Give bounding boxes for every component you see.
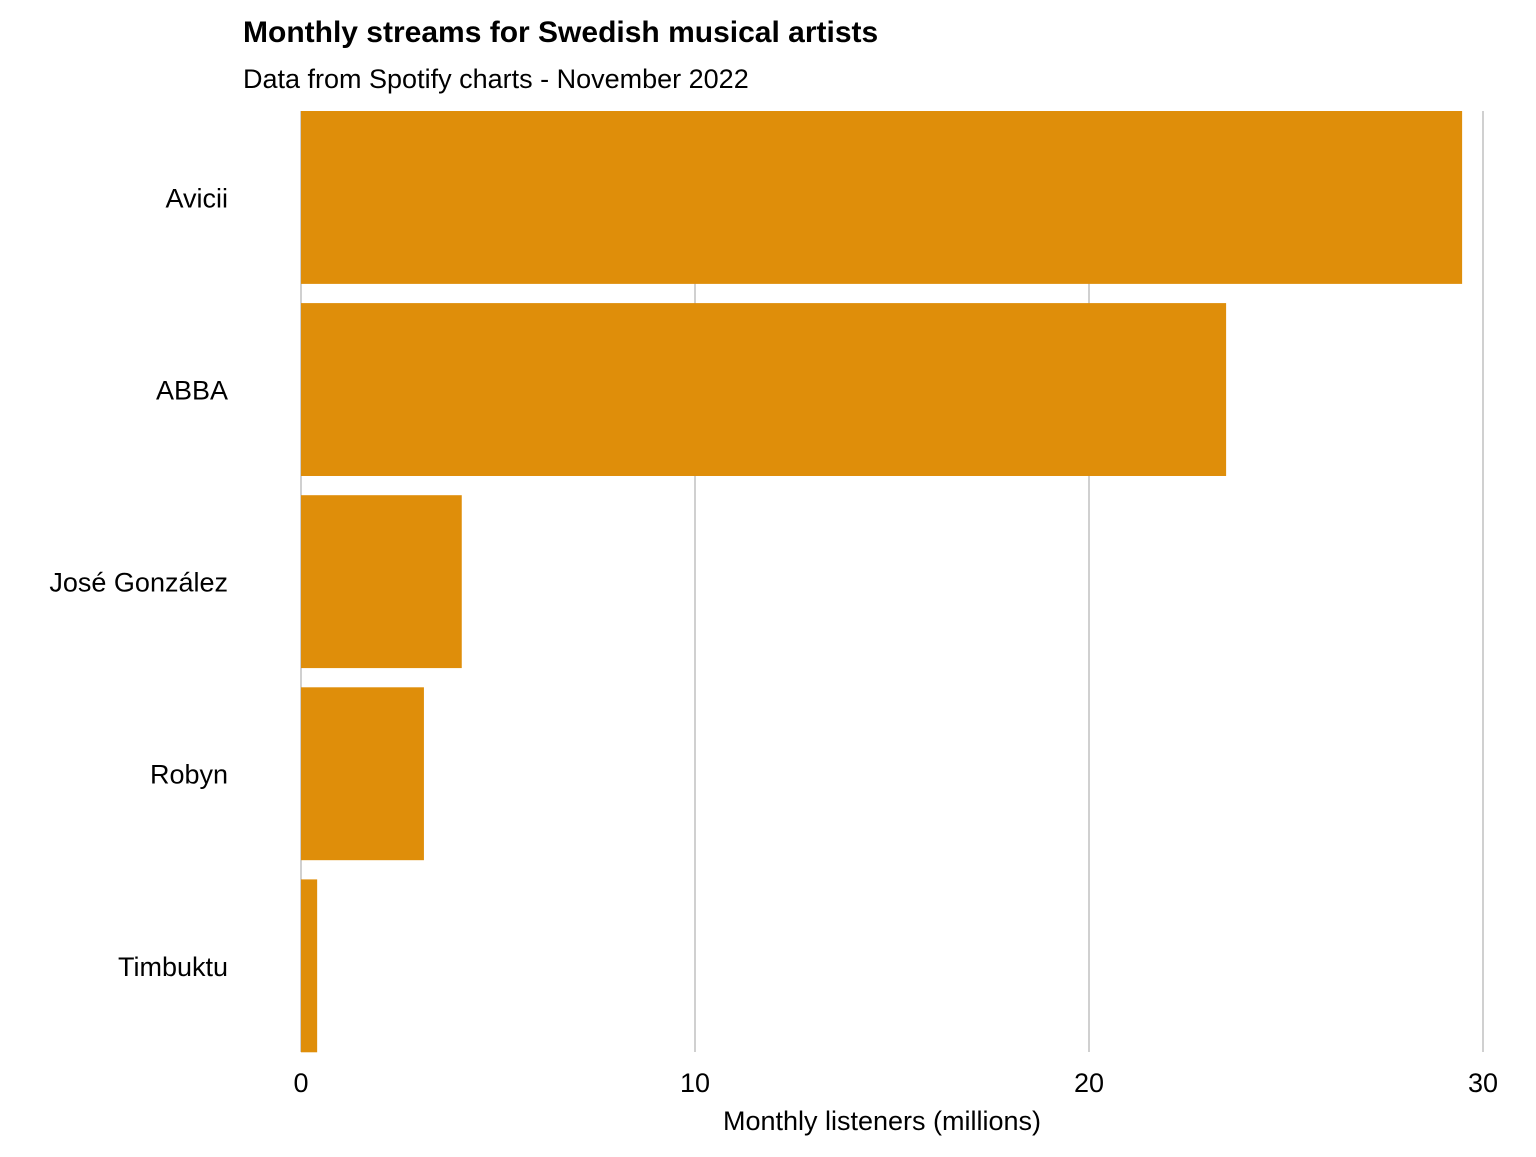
- x-tick-label: 0: [293, 1068, 308, 1098]
- bar-avicii: [301, 111, 1463, 284]
- bar-timbuktu: [301, 879, 318, 1053]
- y-category-label: Timbuktu: [118, 952, 228, 982]
- x-tick-label: 20: [1074, 1068, 1104, 1098]
- bar-robyn: [301, 687, 424, 861]
- bar-abba: [301, 303, 1227, 476]
- y-axis-labels: Avicii ABBA José González Robyn Timbuktu: [49, 183, 228, 981]
- x-tick-label: 30: [1468, 1068, 1498, 1098]
- x-axis-label: Monthly listeners (millions): [723, 1106, 1041, 1136]
- y-category-label: ABBA: [156, 376, 228, 406]
- bar-jos-gonz-lez: [301, 495, 462, 669]
- x-axis-ticks: 0 10 20 30: [293, 1068, 1498, 1098]
- y-category-label: Avicii: [165, 183, 228, 213]
- bars: [301, 111, 1463, 1053]
- chart-subtitle: Data from Spotify charts - November 2022: [243, 64, 749, 94]
- y-category-label: Robyn: [150, 760, 228, 790]
- y-category-label: José González: [49, 568, 228, 598]
- x-tick-label: 10: [680, 1068, 710, 1098]
- chart-title: Monthly streams for Swedish musical arti…: [243, 16, 878, 49]
